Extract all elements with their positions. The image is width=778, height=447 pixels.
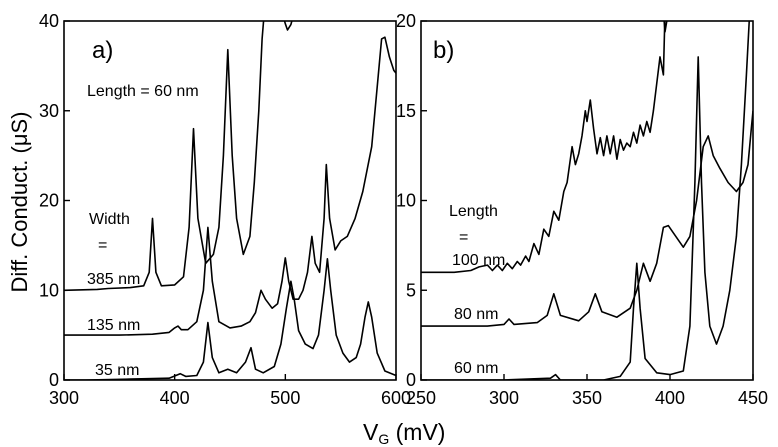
panel-b-y-tick-label: 10: [396, 191, 416, 211]
x-axis-title-main: V: [363, 419, 379, 445]
series-label-60nm: 60 nm: [454, 360, 498, 377]
x-axis-title-subscript: G: [378, 431, 389, 447]
panel-b-x-tick-label: 400: [655, 388, 685, 408]
series-label-80nm: 80 nm: [454, 306, 498, 323]
y-axis-title: Diff. Conduct. (μS): [7, 112, 32, 293]
trace-100nm: [421, 21, 666, 274]
panel-b-y-tick-label: 5: [406, 280, 416, 300]
panel-b-y-tick-label: 15: [396, 101, 416, 121]
panel-b-y-tick-label: 20: [396, 11, 416, 31]
panel-a-x-tick-label: 300: [49, 388, 79, 408]
panel-a-y-tick-label: 20: [39, 191, 59, 211]
trace-135nm: [64, 36, 396, 336]
x-axis-title: VG (mV): [363, 419, 445, 447]
width-title: Width: [89, 211, 130, 228]
panel-b-x-tick-label: 300: [489, 388, 519, 408]
panel-b-x-tick-label: 350: [572, 388, 602, 408]
width-equals: =: [98, 237, 107, 254]
trace-60nm: [421, 21, 751, 380]
trace-385nm: [64, 21, 265, 292]
panel-a: a) Length = 60 nm Width = 385 nm 135 nm …: [39, 11, 411, 408]
length-equals: =: [459, 229, 468, 246]
panel-a-y-tick-label: 0: [49, 370, 59, 390]
panel-a-y-tick-label: 30: [39, 101, 59, 121]
length-title: Length: [449, 203, 498, 220]
length-annotation: Length = 60 nm: [87, 83, 199, 100]
panel-b-y-tick-label: 0: [406, 370, 416, 390]
trace-top-arc: [283, 21, 293, 31]
panel-a-x-tick-label: 600: [381, 388, 411, 408]
panel-a-x-tick-label: 400: [160, 388, 190, 408]
panel-b-x-tick-label: 450: [738, 388, 768, 408]
trace-80nm: [421, 110, 753, 327]
panel-a-y-tick-label: 40: [39, 11, 59, 31]
panel-a-y-tick-label: 10: [39, 280, 59, 300]
trace-top-tail: [663, 21, 668, 33]
x-axis-title-unit: (mV): [389, 419, 445, 445]
panel-b-label: b): [433, 37, 454, 64]
trace-35nm: [64, 258, 396, 380]
series-label-135nm: 135 nm: [87, 317, 140, 334]
panel-a-x-tick-label: 500: [270, 388, 300, 408]
series-label-385nm: 385 nm: [87, 271, 140, 288]
series-label-35nm: 35 nm: [95, 362, 139, 379]
panel-b-x-tick-label: 250: [406, 388, 436, 408]
series-label-100nm: 100 nm: [452, 252, 505, 269]
panel-b: b) Length = 100 nm 80 nm 60 nm 250 300 350…: [396, 11, 768, 408]
panel-a-label: a): [92, 37, 113, 64]
